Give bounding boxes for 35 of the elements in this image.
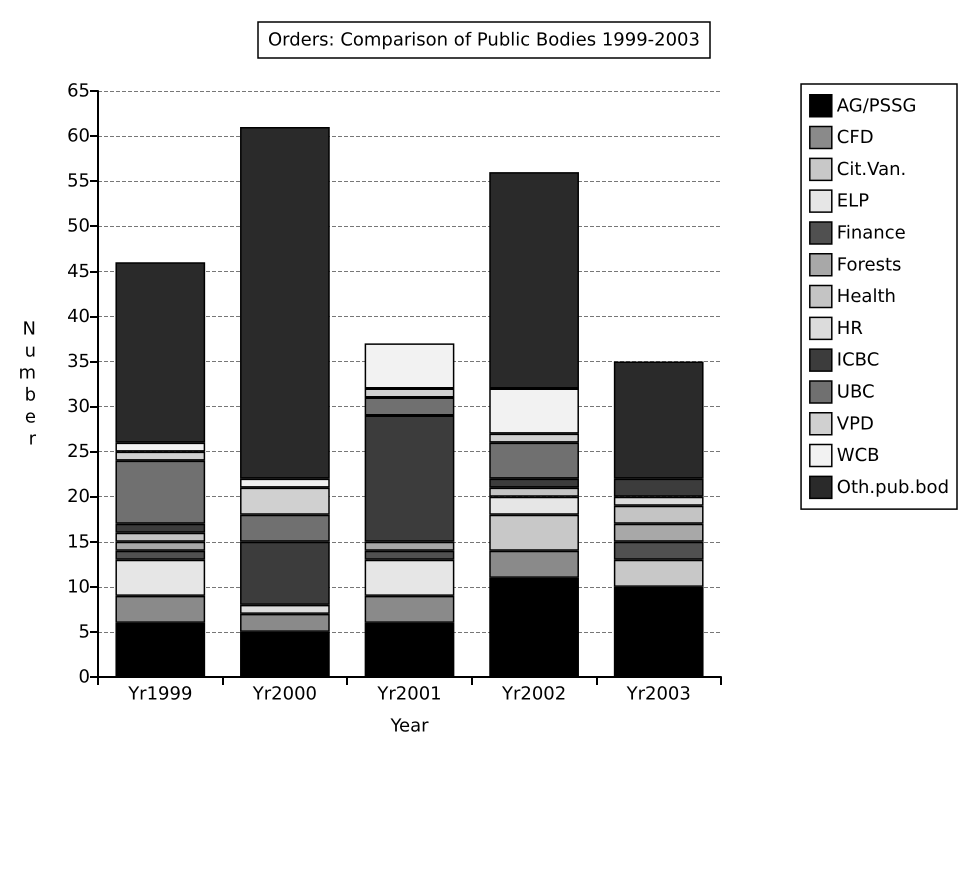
legend-label: ELP — [836, 190, 870, 212]
chart-title: Orders: Comparison of Public Bodies 1999-2003 — [268, 30, 700, 50]
y-tick-label: 40 — [67, 306, 90, 327]
y-tick-label: 50 — [67, 216, 90, 237]
x-axis-title: Year — [389, 716, 430, 736]
legend-label: HR — [836, 318, 863, 339]
legend-label: Oth.pub.bod — [836, 476, 949, 498]
y-tick-label: 15 — [67, 531, 90, 552]
x-tick-label: Yr2000 — [252, 684, 318, 704]
y-tick-label: 30 — [67, 396, 90, 418]
legend-label: Forests — [836, 254, 902, 276]
x-tick-label: Yr2002 — [500, 684, 566, 704]
y-tick-label: 65 — [67, 80, 90, 102]
y-tick-label: 60 — [67, 126, 90, 147]
y-tick-label: 0 — [78, 666, 90, 688]
x-tick-label: Yr1999 — [127, 684, 192, 704]
x-tick-label: Yr2003 — [626, 684, 691, 704]
y-tick-label: 10 — [67, 576, 90, 598]
legend-label: Cit.Van. — [836, 158, 906, 180]
y-tick-label: 55 — [67, 170, 90, 192]
legend-label: Finance — [836, 222, 906, 244]
y-tick-label: 45 — [67, 260, 90, 282]
legend-label: VPD — [836, 413, 874, 434]
y-tick-label: 25 — [67, 441, 90, 462]
y-tick-label: 35 — [67, 350, 90, 372]
legend-label: ICBC — [836, 350, 880, 371]
y-axis-title: Number — [18, 318, 37, 450]
legend-label: Health — [836, 286, 896, 308]
legend-label: CFD — [836, 127, 874, 148]
y-tick-label: 5 — [78, 621, 90, 642]
legend-label: UBC — [836, 381, 875, 402]
legend-label: AG/PSSG — [836, 95, 916, 116]
y-tick-label: 20 — [67, 486, 90, 508]
x-tick-label: Yr2001 — [376, 684, 442, 704]
legend-label: WCB — [836, 445, 880, 466]
